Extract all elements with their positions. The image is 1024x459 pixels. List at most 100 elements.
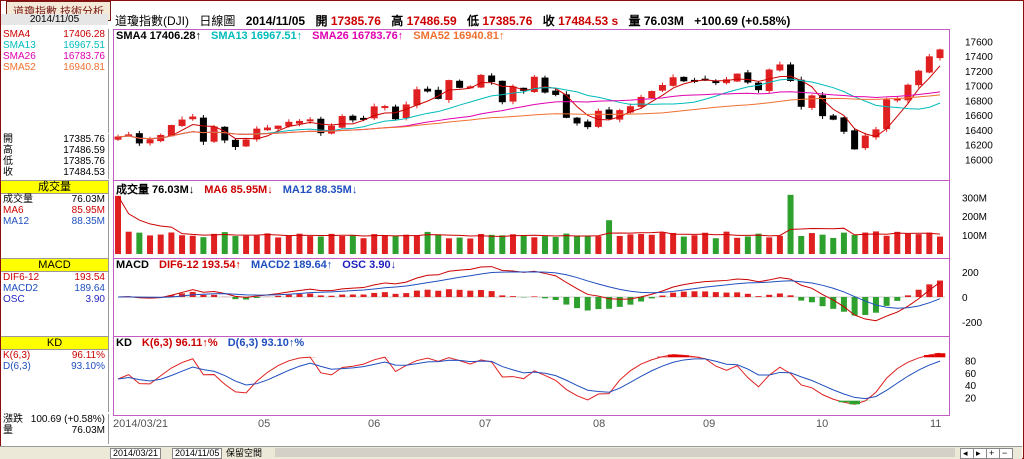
- candle-body: [178, 119, 186, 126]
- sma-value: 16967.51: [63, 40, 105, 51]
- volume-y-tick: 300M: [962, 193, 987, 204]
- candle-body: [114, 136, 122, 140]
- macd-osc-bar: [488, 291, 495, 297]
- volume-bar: [349, 235, 356, 254]
- macd-signal-line: [117, 271, 941, 309]
- volume-bar: [595, 236, 602, 254]
- sma-row: SMA26 16783.76: [1, 51, 108, 62]
- quote-header: 道瓊指數(DJI) 日線圖 2014/11/05 開 17385.76 高 17…: [115, 12, 797, 29]
- volume-row: 成交量 76.03M: [1, 194, 108, 205]
- candle-body: [231, 139, 239, 148]
- macd-y-tick: -200: [962, 318, 982, 329]
- macd-osc-bar: [723, 292, 730, 297]
- end-date-field[interactable]: 2014/11/05: [172, 448, 223, 459]
- horizontal-scrollbar[interactable]: [275, 448, 955, 457]
- macd-label: DIF6-12: [3, 272, 40, 283]
- change-label: 量: [3, 425, 13, 436]
- volume-bar: [584, 235, 591, 254]
- macd-osc-bar: [702, 291, 709, 297]
- macd-osc-bar: [168, 295, 175, 297]
- volume-bar: [381, 235, 388, 254]
- macd-osc-bar: [328, 295, 335, 297]
- x-tick-label: 07: [479, 418, 492, 430]
- macd-osc-bar: [712, 292, 719, 297]
- ohlc-label: 開: [3, 134, 13, 145]
- kd-panel-title: KD: [1, 336, 108, 350]
- macd-osc-bar: [766, 294, 773, 297]
- macd-osc-bar: [904, 295, 911, 297]
- volume-bar: [403, 234, 410, 254]
- ohlc-label: 收: [3, 167, 13, 178]
- reserve-space-tab[interactable]: 保留空間: [223, 448, 266, 459]
- kd-oversold-fill: [838, 400, 850, 403]
- volume-bar: [808, 233, 815, 254]
- candle-body: [295, 120, 303, 124]
- price-legend-item: SMA52 16940.81↑: [413, 30, 505, 42]
- price-legend-item: SMA13 16967.51↑: [211, 30, 303, 42]
- x-tick-label: 09: [703, 418, 716, 430]
- macd-osc-bar: [808, 297, 815, 303]
- change-value: +100.69 (+0.58%): [694, 14, 791, 28]
- macd-osc-bar: [307, 293, 314, 297]
- volume-bar: [115, 195, 121, 254]
- high-value: 17486.59: [406, 14, 457, 28]
- macd-osc-bar: [915, 289, 922, 297]
- volume-bar: [563, 233, 570, 254]
- macd-osc-bar: [424, 289, 431, 297]
- sma-value: 17406.28: [63, 29, 105, 40]
- macd-osc-bar: [552, 297, 559, 300]
- macd-osc-bar: [317, 295, 324, 297]
- candle-body: [167, 125, 175, 137]
- volume-bar: [606, 220, 613, 254]
- macd-osc-bar: [883, 297, 890, 306]
- scroll-left-button[interactable]: ◂: [960, 448, 974, 459]
- volume-y-tick: 100M: [962, 231, 987, 242]
- candle-body: [381, 106, 389, 109]
- sma-info-panel: SMA4 17406.28 SMA13 16967.51 SMA26 16783.76 SM…: [1, 29, 109, 133]
- price-y-tick: 16400: [965, 126, 993, 137]
- change-value: 100.69 (+0.58%): [30, 414, 105, 425]
- candle-body: [776, 64, 784, 71]
- volume-bar: [840, 232, 847, 254]
- kd-overbought-fill: [678, 355, 690, 358]
- kd-overbought-fill: [689, 356, 700, 358]
- kd-k-line: [117, 352, 941, 405]
- ohlc-value: 17484.53: [63, 167, 105, 178]
- volume-bar: [862, 232, 869, 254]
- macd-osc-bar: [211, 294, 218, 297]
- macd-osc-bar: [531, 296, 538, 297]
- candle-body: [488, 75, 496, 83]
- volume-row: MA12 88.35M: [1, 216, 108, 227]
- candle-body: [936, 49, 944, 59]
- volume-bar: [574, 236, 581, 254]
- zoom-in-button[interactable]: +: [986, 448, 1000, 459]
- candle-body: [680, 76, 688, 82]
- volume-bar: [798, 235, 805, 254]
- volume-bar: [339, 236, 346, 254]
- candle-body: [893, 98, 901, 101]
- macd-osc-bar: [787, 295, 794, 297]
- period-label: 日線圖: [199, 14, 236, 28]
- volume-bar: [392, 236, 399, 254]
- macd-osc-bar: [937, 280, 943, 297]
- candle-body: [338, 116, 346, 128]
- volume-bar: [445, 238, 452, 254]
- volume-bar: [883, 235, 890, 254]
- macd-value: 193.54: [74, 272, 105, 283]
- macd-osc-bar: [616, 297, 623, 307]
- kd-value: 93.10%: [71, 361, 105, 372]
- candle-body: [541, 77, 549, 93]
- volume-bar: [488, 234, 495, 254]
- start-date-field[interactable]: 2014/03/21: [110, 448, 162, 459]
- volume-bar: [531, 237, 538, 254]
- kd-y-tick: 20: [965, 394, 977, 405]
- zoom-out-button[interactable]: −: [999, 448, 1013, 459]
- kd-y-tick: 80: [965, 356, 977, 367]
- scroll-right-button[interactable]: ▸: [973, 448, 987, 459]
- macd-osc-bar: [638, 297, 645, 302]
- price-y-tick: 17200: [965, 67, 993, 78]
- candle-body: [648, 91, 656, 99]
- macd-osc-bar: [232, 297, 239, 300]
- volume-bar: [638, 234, 645, 254]
- macd-osc-bar: [744, 293, 751, 297]
